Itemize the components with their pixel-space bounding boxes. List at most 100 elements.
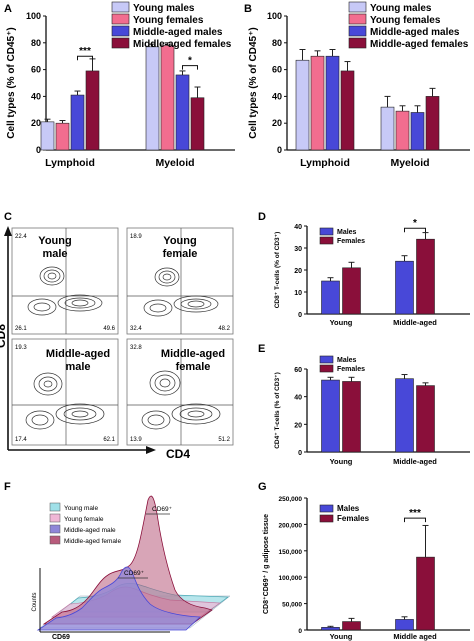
category-label: Lymphoid — [45, 157, 95, 169]
significance-label: * — [413, 218, 417, 229]
legend-swatch — [319, 355, 334, 364]
bar-e-1-0 — [395, 378, 414, 453]
y-tick-label: 40 — [294, 224, 302, 231]
flow-title-line1: Middle-aged — [161, 348, 225, 360]
category-label: Young — [330, 318, 353, 327]
y-tick-label: 40 — [294, 395, 302, 402]
legend-swatch — [319, 364, 334, 373]
flow-y-arrowhead — [4, 226, 12, 236]
histogram-middle-aged-male — [36, 566, 201, 631]
flow-contour-double-negative — [27, 298, 57, 316]
legend-swatch — [348, 13, 367, 25]
y-tick-label: 60 — [272, 65, 282, 75]
legend-label-middle-aged-male: Middle-aged male — [64, 527, 116, 534]
flow-contour-cd8-population — [154, 267, 180, 287]
flow-quadrant-bottom-right: 48.2 — [218, 326, 230, 332]
legend-swatch — [319, 504, 334, 513]
y-axis-label: Cell types (% of CD45⁺) — [248, 27, 259, 138]
flow-title-line2: male — [65, 361, 90, 373]
legend-swatch — [319, 514, 334, 523]
y-tick-label: 50,000 — [282, 602, 302, 609]
category-label: Middle-aged — [393, 457, 437, 466]
flow-title-line2: male — [42, 248, 67, 260]
legend-label-middle-aged-female: Middle-aged female — [64, 538, 121, 545]
y-tick-label: 150,000 — [279, 549, 303, 556]
flow-title-line1: Young — [38, 235, 71, 247]
bar-d-0-1 — [342, 267, 361, 315]
significance-label: *** — [79, 46, 91, 57]
panel-label-g: G — [258, 481, 267, 493]
y-tick-label: 40 — [272, 91, 282, 101]
flow-plot-middle-aged-male: Middle-aged male 19.3 17.4 62.1 — [11, 338, 119, 446]
legend-label: Males — [337, 229, 357, 236]
y-tick-label: 20 — [272, 118, 282, 128]
flow-contour-cd8-population — [39, 266, 65, 286]
legend-label: Males — [337, 504, 360, 513]
legend-label: Females — [337, 514, 370, 523]
y-axis-label: Cell types (% of CD45⁺) — [6, 27, 17, 138]
bar-d-1-0 — [395, 260, 414, 315]
histogram-legend: Young male Young female Middle-aged male… — [49, 502, 121, 545]
legend-swatch — [111, 37, 130, 49]
bar-g-0-1 — [342, 621, 361, 631]
bar-b-0-1 — [310, 55, 325, 151]
histogram-x-axis-label: CD69 — [52, 634, 70, 641]
panel-label-a: A — [4, 3, 12, 15]
bar-d-1-1 — [416, 238, 435, 315]
cd69-annotation-low: CD69⁺ — [124, 570, 144, 577]
flow-quadrant-top-left: 32.8 — [130, 345, 142, 351]
bar-b-0-3 — [340, 70, 355, 151]
flow-quadrant-top-left: 19.3 — [15, 345, 27, 351]
histogram-panel: Young male Young female Middle-aged male… — [32, 495, 231, 641]
y-tick-label: 200,000 — [279, 522, 303, 529]
flow-contour-cd8-population — [149, 370, 181, 396]
significance-bracket — [404, 227, 426, 233]
legend-swatch — [111, 25, 130, 37]
legend-label: Males — [337, 357, 357, 364]
bar-a-1-0 — [145, 46, 160, 151]
panel-label-b: B — [244, 3, 252, 15]
legend-swatch — [348, 1, 367, 13]
y-tick-label: 60 — [31, 65, 41, 75]
flow-quadrant-bottom-left: 13.9 — [130, 437, 142, 443]
flow-y-axis-label: CD8 — [0, 324, 8, 348]
significance-bracket — [404, 517, 426, 523]
bar-d-0-0 — [321, 280, 340, 315]
bar-a-0-1 — [55, 122, 70, 151]
histogram-y-axis-label: Counts — [32, 592, 38, 611]
category-label: Young — [330, 632, 353, 641]
panel-label-e: E — [258, 343, 265, 355]
category-label: Middle-aged — [393, 318, 437, 327]
flow-quadrant-bottom-right: 62.1 — [103, 437, 115, 443]
bar-e-0-0 — [321, 379, 340, 453]
chart-b-lymphoid-myeloid: 0 20 40 60 80 100 Cell types (% of CD45⁺) Lymph… — [248, 1, 470, 169]
legend-swatch — [319, 227, 334, 236]
y-tick-label: 40 — [31, 91, 41, 101]
panel-label-f: F — [4, 481, 11, 493]
legend-label: Young males — [133, 3, 195, 14]
y-tick-label: 0 — [277, 145, 282, 155]
legend-label: Middle-aged females — [370, 39, 469, 50]
legend-label: Young males — [370, 3, 432, 14]
y-tick-label: 80 — [31, 38, 41, 48]
significance-bracket — [182, 65, 198, 70]
legend-swatch-young-female — [49, 513, 61, 523]
panel-label-d: D — [258, 211, 266, 223]
category-label: Myeloid — [155, 157, 194, 169]
chart-e-cd4-t-cells: 0 20 40 60 CD4⁺ T-cells (% of CD3⁺) Young Midd… — [274, 355, 470, 466]
legend-swatch-middle-aged-male — [49, 524, 61, 534]
bar-b-1-1 — [395, 110, 410, 151]
flow-contour-double-negative — [143, 299, 173, 317]
flow-contour-cd4-population — [55, 403, 105, 425]
flow-title-line1: Middle-aged — [46, 348, 110, 360]
legend-swatch — [111, 1, 130, 13]
significance-bracket — [77, 55, 93, 61]
flow-contour-cd4-population — [171, 403, 221, 425]
chart-g-cd8-cd69-cells: 0 50,000 100,000 150,000 200,000 250,000 CD8⁺C… — [262, 496, 470, 641]
flow-x-axis-label: CD4 — [166, 447, 190, 461]
panel-label-c: C — [4, 211, 12, 223]
legend-label: Middle-aged males — [370, 27, 460, 38]
